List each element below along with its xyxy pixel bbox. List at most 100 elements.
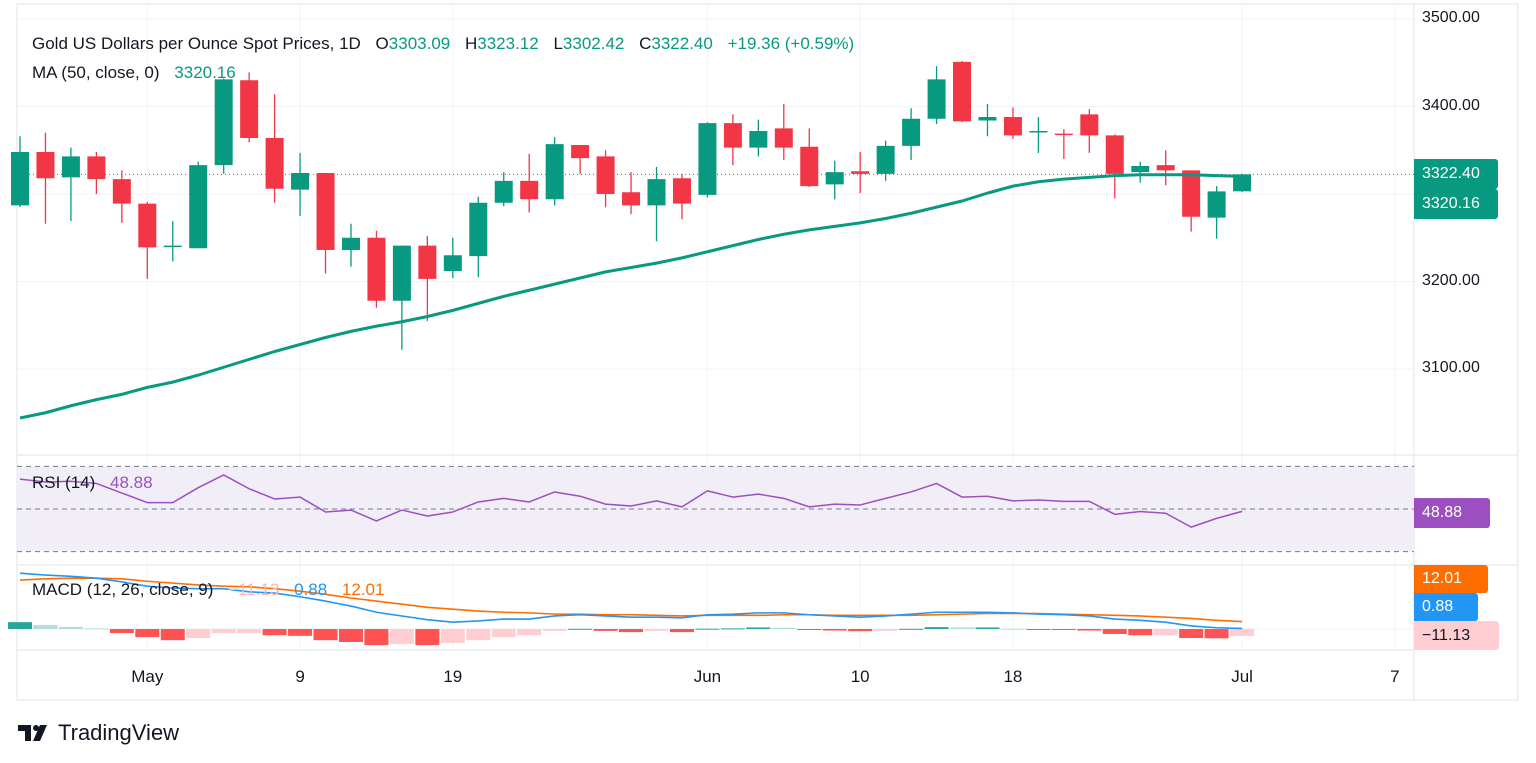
candle-up [1207,191,1226,218]
candle-up [11,152,29,206]
close-value: 3322.40 [651,34,713,53]
candle-up [927,79,946,119]
price-tick: 3500.00 [1422,9,1480,26]
macd-histogram-bar [1179,629,1204,638]
candle-down [571,145,590,159]
time-tick: 19 [443,667,463,686]
macd-histogram-bar [1026,629,1051,630]
macd-label: MACD (12, 26, close, 9) [32,580,214,599]
low-value: 3302.42 [562,34,625,53]
candle-down [265,138,284,189]
candle-down [418,245,437,279]
macd-histogram-bar [237,629,262,634]
macd-histogram-bar [644,629,669,631]
candle-up [978,117,997,121]
change-value: +19.36 (+0.59%) [727,34,855,53]
price-tick: 3100.00 [1422,359,1480,376]
candle-up [1029,131,1048,133]
close-label: C [639,34,652,53]
macd-histogram-bar [262,629,287,636]
candle-up [61,156,80,178]
candle-down [596,156,615,194]
macd-histogram-bar [568,628,593,630]
macd-histogram-bar [211,629,236,634]
ma-price-tag: 3320.16 [1414,189,1498,219]
brand-name: TradingView [58,720,180,745]
candle-down [112,179,131,204]
macd-histogram-bar [950,627,975,629]
macd-histogram-bar [288,629,313,636]
time-tick: Jun [693,667,722,686]
macd-histogram-bar [1000,628,1025,630]
candle-down [520,180,539,200]
macd-histogram-bar [364,629,389,646]
price-tick: 3400.00 [1422,97,1480,114]
macd-histogram-bar [8,622,32,629]
candle-up [291,173,310,190]
macd-histogram-bar [33,624,58,629]
time-tick: 10 [850,667,870,686]
macd-hist-value: −11.13 [228,580,280,599]
candle-down [723,123,742,148]
rsi-value: 48.88 [110,473,153,492]
macd-tag: 0.88 [1414,593,1478,621]
macd-histogram-bar [1204,629,1229,639]
candle-down [800,146,819,187]
candle-down [1156,165,1175,171]
candle-down [1105,135,1124,174]
price-tick: 3200.00 [1422,272,1480,289]
macd-histogram-bar [135,629,160,638]
candle-up [341,237,360,250]
candle-down [367,237,386,301]
candle-up [1131,166,1150,173]
macd-histogram-bar [84,628,109,630]
macd-histogram-bar [160,629,185,641]
ma50-line [19,173,1243,420]
macd-line-value: 0.88 [294,580,328,599]
macd-histogram-bar [186,629,211,638]
candle-down [953,61,972,122]
ma-value: 3320.16 [174,63,236,82]
last-price-tag: 3322.40 [1414,159,1498,189]
macd-histogram-bar [695,628,720,630]
rsi-tag: 48.88 [1414,498,1490,528]
macd-histogram-bar [466,629,491,641]
candle-down [87,156,106,180]
macd-histogram-bar [440,629,465,643]
time-tick: Jul [1231,667,1253,686]
time-tick: May [131,667,164,686]
macd-histogram-bar [720,628,745,630]
macd-histogram-bar [924,627,949,629]
candle-down [672,178,691,204]
high-value: 3323.12 [477,34,539,53]
candlestick-series [11,61,1252,350]
macd-histogram-bar [975,627,1000,629]
candle-up [214,79,233,166]
candle-down [1003,117,1022,136]
macd-histogram-bar [899,628,924,630]
legend-macd[interactable]: MACD (12, 26, close, 9) −11.13 0.88 12.0… [32,580,384,600]
candle-up [494,180,513,203]
macd-histogram-bar [1077,629,1102,631]
candle-down [774,128,793,148]
candle-up [392,245,411,301]
candle-up [749,131,768,148]
legend-rsi[interactable]: RSI (14) 48.88 [32,473,153,493]
candle-up [647,179,666,206]
candle-down [1182,170,1201,217]
candle-up [876,145,895,174]
macd-histogram-bar [593,629,618,631]
macd-histogram-bar [1102,629,1127,634]
low-label: L [553,34,563,53]
signal-tag: 12.01 [1414,565,1488,593]
candle-down [622,192,641,206]
chart-border [16,3,1519,701]
candle-down [316,173,335,250]
tradingview-logo[interactable]: TradingView [18,720,179,746]
candle-up [698,123,717,195]
macd-histogram-bar [415,629,440,646]
legend-ma[interactable]: MA (50, close, 0) 3320.16 [32,63,236,83]
time-tick: 18 [1003,667,1023,686]
